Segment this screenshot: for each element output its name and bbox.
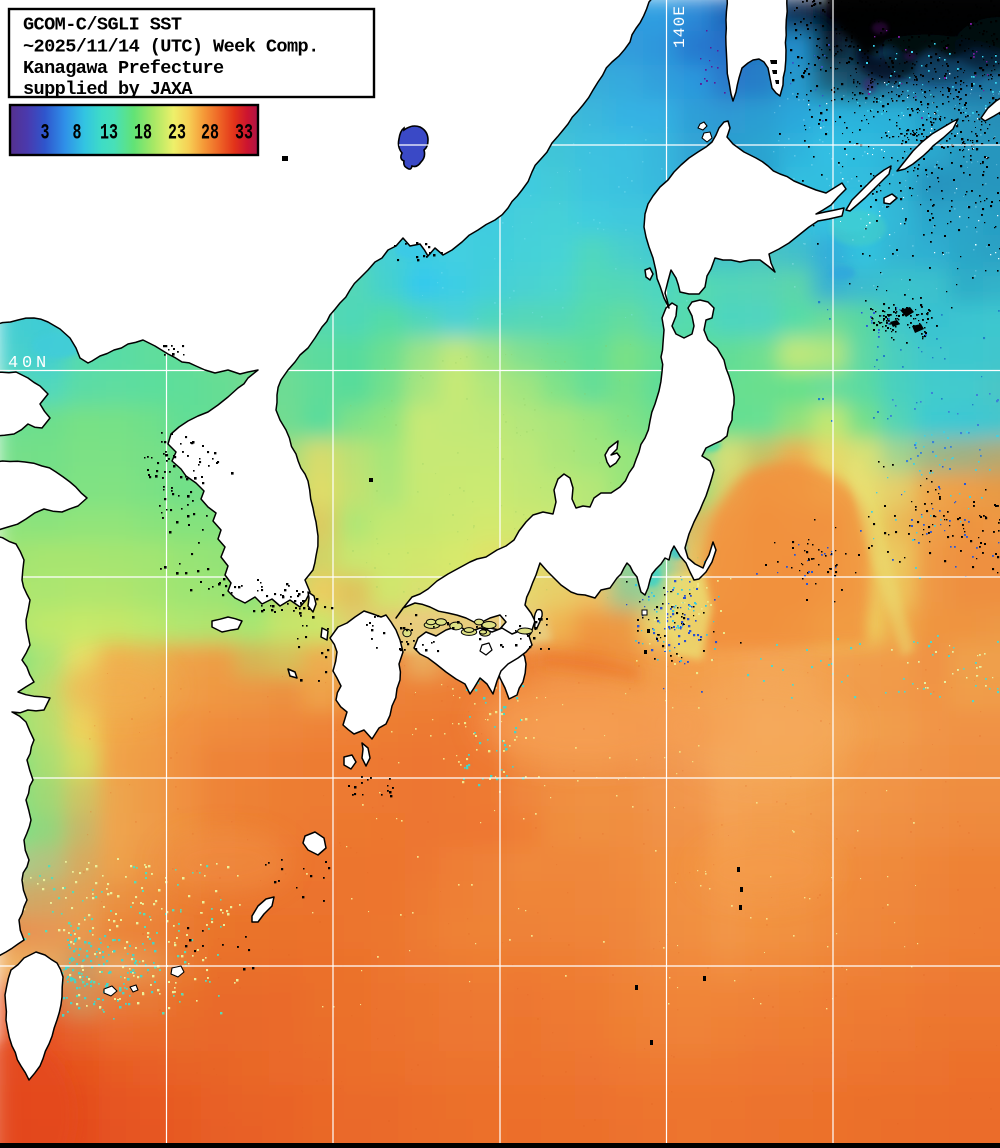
svg-text:33: 33 <box>235 120 253 146</box>
svg-text:GCOM-C/SGLI SST: GCOM-C/SGLI SST <box>23 15 182 36</box>
svg-text:140E: 140E <box>671 5 689 48</box>
svg-text:supplied by JAXA: supplied by JAXA <box>23 79 193 100</box>
svg-text:8: 8 <box>73 120 82 146</box>
svg-text:~2025/11/14 (UTC) Week Comp.: ~2025/11/14 (UTC) Week Comp. <box>23 37 319 58</box>
svg-text:Kanagawa Prefecture: Kanagawa Prefecture <box>23 58 224 79</box>
svg-text:23: 23 <box>168 120 186 146</box>
svg-text:28: 28 <box>201 120 219 146</box>
svg-text:18: 18 <box>134 120 152 146</box>
svg-text:13: 13 <box>100 120 118 146</box>
svg-text:40N: 40N <box>8 354 50 373</box>
svg-text:3: 3 <box>41 120 50 146</box>
